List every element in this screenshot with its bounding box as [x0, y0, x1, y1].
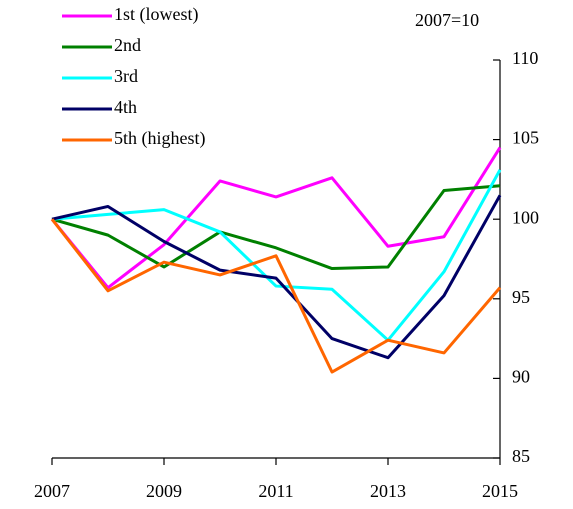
legend-label: 1st (lowest)	[114, 4, 199, 25]
series-line	[50, 146, 502, 290]
y-tick-label: 100	[512, 207, 539, 227]
x-tick-label: 2013	[370, 481, 406, 501]
x-tick-label: 2009	[146, 481, 182, 501]
y-tick-label: 85	[512, 446, 530, 466]
y-tick-label: 95	[512, 287, 530, 307]
y-tick-label: 90	[512, 367, 530, 387]
y-tick-label: 110	[512, 48, 538, 68]
y-tick-label: 105	[512, 128, 539, 148]
series-line	[50, 218, 502, 374]
x-tick-label: 2007	[34, 481, 70, 501]
legend-label: 4th	[114, 97, 137, 117]
legend-label: 2nd	[114, 35, 141, 55]
annotation: 2007=10	[415, 10, 479, 30]
x-tick-label: 2015	[482, 481, 518, 501]
series-line	[51, 169, 502, 342]
legend-label: 3rd	[114, 66, 138, 86]
series-line	[51, 184, 501, 271]
legend-label: 5th (highest)	[114, 128, 206, 149]
x-tick-label: 2011	[258, 481, 293, 501]
series-line	[51, 194, 502, 360]
